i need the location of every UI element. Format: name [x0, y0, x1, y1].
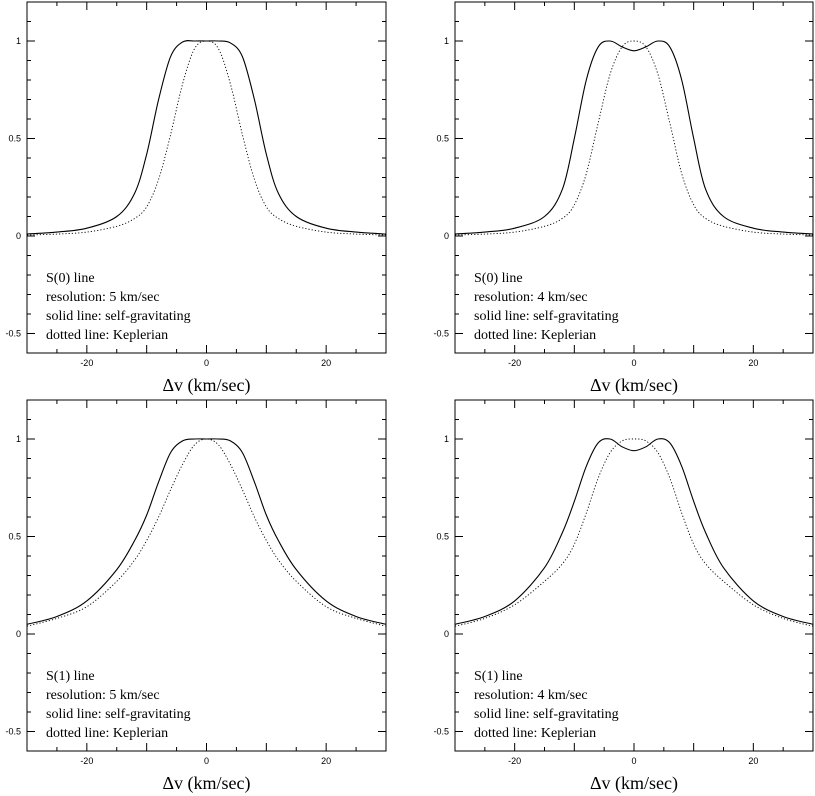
annotation-line: dotted line: Keplerian [46, 328, 168, 343]
x-tick-label: 20 [321, 358, 331, 368]
annotation-line: S(0) line [46, 271, 95, 286]
keplerian-line [26, 438, 387, 627]
y-tick-label: 1 [16, 434, 21, 444]
x-tick-label: 0 [631, 358, 636, 368]
x-tick-label: 20 [321, 756, 331, 766]
panel-3: -20 0 20 -0.5 0 0.5 1 Δv (km/sec) S(1) line resol… [5, 399, 387, 794]
annotation-line: solid line: self-gravitating [46, 707, 191, 722]
self-gravitating-line [454, 438, 814, 625]
keplerian-line [454, 40, 814, 236]
annotation-line: solid line: self-gravitating [474, 309, 619, 324]
y-tick-label: 0 [444, 231, 449, 241]
x-tick-label: 0 [204, 756, 209, 766]
panel-2: -20 0 20 -0.5 0 0.5 1 Δv (km/sec) S(0) line resol… [433, 1, 814, 396]
x-axis-label: Δv (km/sec) [162, 375, 250, 396]
panel-1: -20 0 20 -0.5 0 0.5 1 Δv (km/sec) S(0) line resol… [5, 1, 387, 396]
annotation-line: resolution: 5 km/sec [46, 688, 160, 703]
x-tick-label: 20 [748, 756, 758, 766]
panel-4: -20 0 20 -0.5 0 0.5 1 Δv (km/sec) S(1) line resol… [433, 399, 814, 794]
y-tick-label: 0.5 [436, 134, 449, 144]
y-tick-label: -0.5 [433, 727, 449, 737]
annotation-line: dotted line: Keplerian [474, 328, 596, 343]
keplerian-line [26, 40, 387, 236]
y-tick-label: 0 [444, 629, 449, 639]
annotation-line: dotted line: Keplerian [474, 726, 596, 741]
x-axis-label: Δv (km/sec) [590, 773, 678, 794]
y-tick-label: -0.5 [5, 727, 21, 737]
annotation-line: resolution: 4 km/sec [474, 290, 588, 305]
x-axis-label: Δv (km/sec) [162, 773, 250, 794]
annotation-line: S(0) line [474, 271, 523, 286]
annotation-line: resolution: 4 km/sec [474, 688, 588, 703]
y-tick-label: -0.5 [5, 329, 21, 339]
y-tick-label: 0.5 [8, 134, 21, 144]
x-axis-label: Δv (km/sec) [590, 375, 678, 396]
x-tick-label: 0 [631, 756, 636, 766]
annotation-line: solid line: self-gravitating [474, 707, 619, 722]
x-tick-label: -20 [508, 756, 521, 766]
keplerian-line [454, 438, 814, 627]
y-tick-label: 0.5 [8, 532, 21, 542]
self-gravitating-line [454, 40, 814, 235]
x-tick-label: -20 [80, 756, 93, 766]
y-tick-label: 1 [444, 36, 449, 46]
x-tick-label: -20 [80, 358, 93, 368]
annotation-line: dotted line: Keplerian [46, 726, 168, 741]
annotation-line: resolution: 5 km/sec [46, 290, 160, 305]
y-tick-label: 1 [16, 36, 21, 46]
self-gravitating-line [26, 40, 387, 235]
annotation-line: S(1) line [46, 669, 95, 684]
self-gravitating-line [26, 438, 387, 625]
y-tick-label: -0.5 [433, 329, 449, 339]
y-tick-label: 0 [16, 231, 21, 241]
y-tick-label: 1 [444, 434, 449, 444]
annotation-line: solid line: self-gravitating [46, 309, 191, 324]
y-tick-label: 0.5 [436, 532, 449, 542]
annotation-line: S(1) line [474, 669, 523, 684]
x-tick-label: -20 [508, 358, 521, 368]
x-tick-label: 20 [748, 358, 758, 368]
x-tick-label: 0 [204, 358, 209, 368]
y-tick-label: 0 [16, 629, 21, 639]
